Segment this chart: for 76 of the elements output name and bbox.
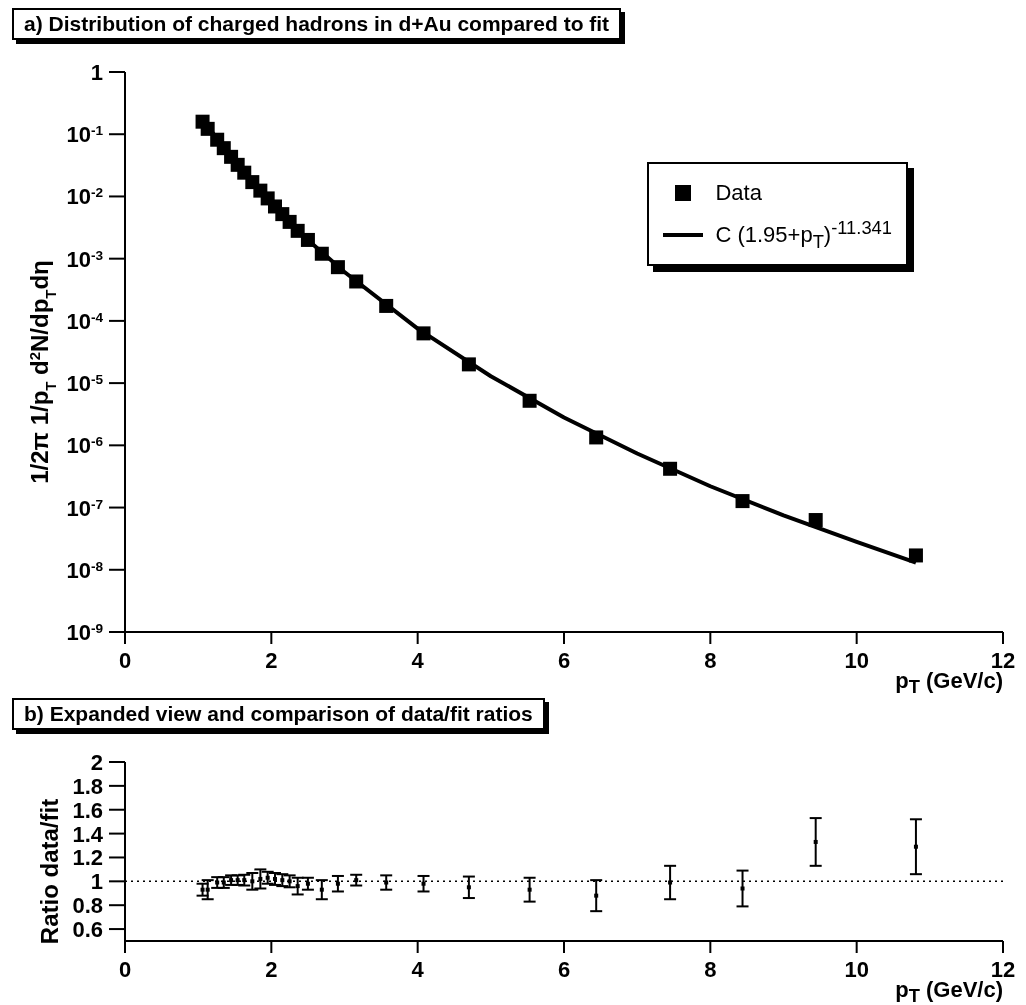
point [330, 260, 345, 275]
point [287, 879, 292, 884]
x-tick-label: 8 [704, 957, 717, 982]
y-tick-label: 10$^{-4}$ [66, 308, 104, 334]
point [272, 876, 277, 881]
x-tick-label: 10 [844, 648, 869, 673]
y-tick-label: 0.6 [72, 917, 103, 943]
point [740, 886, 745, 891]
point [354, 878, 359, 883]
y-tick-label: 0.8 [72, 893, 103, 919]
point [466, 885, 471, 890]
x-tick-label: 4 [411, 957, 425, 982]
point [421, 881, 426, 886]
point [221, 880, 226, 885]
chart-title: a) Distribution of charged hadrons in d+Au compared to fit [12, 8, 622, 40]
x-tick-label: 2 [265, 648, 278, 673]
x-tick-label: 4 [411, 648, 425, 673]
x-tick-label: 6 [557, 957, 571, 982]
point [461, 357, 476, 372]
y-tick-label: 1 [90, 60, 103, 85]
x-tick-label: 10 [844, 957, 869, 982]
point [215, 880, 220, 885]
point [668, 880, 673, 885]
point [594, 893, 599, 898]
point [735, 494, 750, 509]
point [300, 232, 315, 247]
y-tick-label: 1.6 [72, 797, 103, 823]
chart-title: b) Expanded view and comparison of data/fit ratios [12, 698, 545, 730]
y-axis-title: Ratio data/fit [36, 798, 63, 945]
y-tick-label: 1.8 [72, 773, 103, 799]
y-tick-label: 1.2 [72, 845, 103, 871]
x-tick-label: 2 [265, 957, 278, 982]
x-tick-label: 0 [118, 648, 132, 673]
point [235, 878, 240, 883]
point [527, 887, 532, 892]
point [305, 881, 310, 886]
y-tick-label: 10$^{-2}$ [66, 184, 104, 210]
y-tick-label: 10$^{-5}$ [66, 371, 104, 397]
point [384, 880, 389, 885]
point [242, 878, 247, 883]
point [335, 881, 340, 886]
legend-label: C (1.95+p$_{T}$)$^{-11.341}$ [715, 217, 892, 253]
x-tick-label: 6 [557, 648, 571, 673]
point [200, 121, 215, 136]
y-tick-label: 10$^{-6}$ [66, 433, 104, 459]
point [813, 839, 818, 844]
point [913, 844, 918, 849]
point [205, 887, 210, 892]
point [349, 274, 364, 289]
point [265, 875, 270, 880]
y-tick-label: 10$^{-1}$ [66, 122, 104, 148]
y-tick-label: 10$^{-7}$ [66, 495, 103, 521]
point [908, 548, 923, 563]
point [280, 878, 285, 883]
point [522, 393, 537, 408]
y-tick-label: 10$^{-3}$ [66, 246, 104, 272]
point [295, 884, 300, 889]
point [416, 326, 431, 341]
y-tick-label: 10$^{-9}$ [66, 620, 104, 645]
point [379, 298, 394, 313]
point [314, 246, 329, 261]
legend-label: Data [715, 180, 762, 206]
point [229, 878, 234, 883]
y-tick-label: 2 [90, 750, 103, 775]
point [589, 430, 604, 445]
point [258, 876, 263, 881]
y-tick-label: 1.4 [72, 821, 104, 847]
x-tick-label: 0 [118, 957, 132, 982]
x-tick-label: 8 [704, 648, 717, 673]
point [319, 887, 324, 892]
y-tick-label: 1 [90, 869, 103, 895]
point [250, 879, 255, 884]
point [663, 461, 678, 476]
y-tick-label: 10$^{-8}$ [66, 557, 104, 583]
point [808, 513, 823, 528]
point [200, 887, 205, 892]
